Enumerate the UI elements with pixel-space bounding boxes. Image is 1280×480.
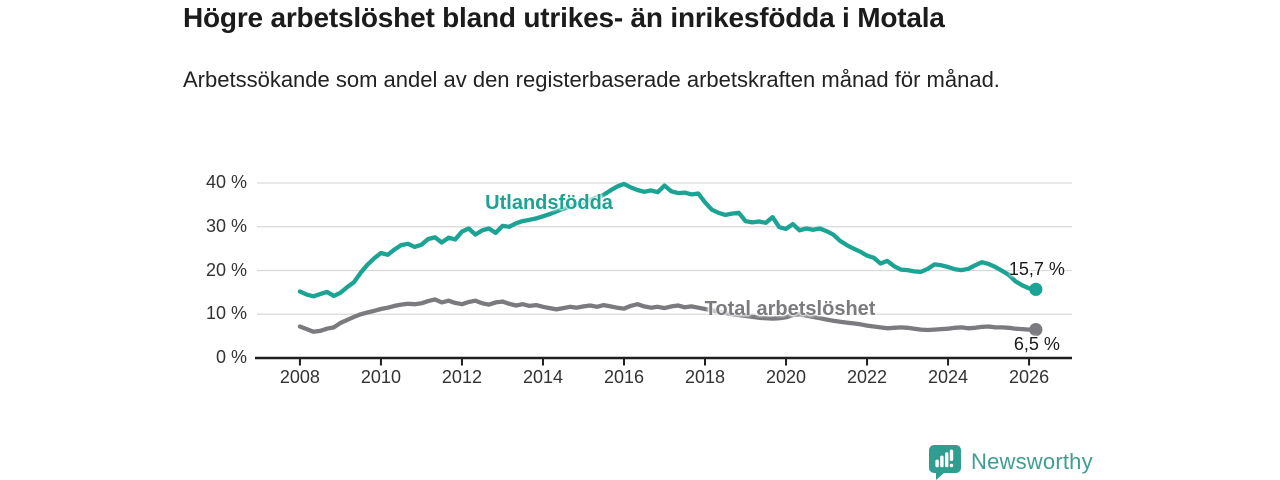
y-axis-tick-label: 40 % xyxy=(205,172,247,192)
page-title: Högre arbetslöshet bland utrikes- än inr… xyxy=(183,2,945,33)
x-axis-tick-label: 2016 xyxy=(603,367,644,387)
x-axis-tick-label: 2020 xyxy=(765,367,807,387)
x-axis-tick-label: 2008 xyxy=(279,367,320,387)
series-label-total-arbetsloshet: Total arbetslöshet xyxy=(704,297,876,320)
y-axis-tick-label: 0 % xyxy=(215,347,247,367)
series-line-total-arbetsl-shet xyxy=(297,297,1038,334)
series-end-dot xyxy=(1029,282,1043,296)
x-axis-tick-label: 2024 xyxy=(928,367,969,387)
series-label-utlandsfodda: Utlandsfödda xyxy=(485,191,613,214)
end-value-label-utlandsfodda: 15,7 % xyxy=(1008,259,1065,280)
x-axis-tick-label: 2010 xyxy=(360,367,401,387)
series-line-utlandsf-dda xyxy=(297,181,1038,299)
brand-footer: Newsworthy xyxy=(928,444,1093,480)
page-subtitle: Arbetssökande som andel av den registerb… xyxy=(183,67,1000,92)
series-end-dot xyxy=(1029,322,1043,337)
x-axis-tick-label: 2014 xyxy=(522,367,563,387)
end-value-label-total: 6,5 % xyxy=(1013,333,1060,354)
x-axis-tick-label: 2018 xyxy=(684,367,726,387)
x-axis-tick-label: 2026 xyxy=(1009,367,1050,387)
y-axis-tick-label: 20 % xyxy=(205,259,247,280)
x-axis-tick-label: 2022 xyxy=(847,367,888,387)
newsworthy-logo-icon xyxy=(929,445,961,480)
y-axis-tick-label: 30 % xyxy=(205,215,247,236)
brand-wordmark: Newsworthy xyxy=(971,449,1093,474)
y-axis-tick-label: 10 % xyxy=(205,303,247,324)
x-axis-tick-label: 2012 xyxy=(441,367,482,387)
